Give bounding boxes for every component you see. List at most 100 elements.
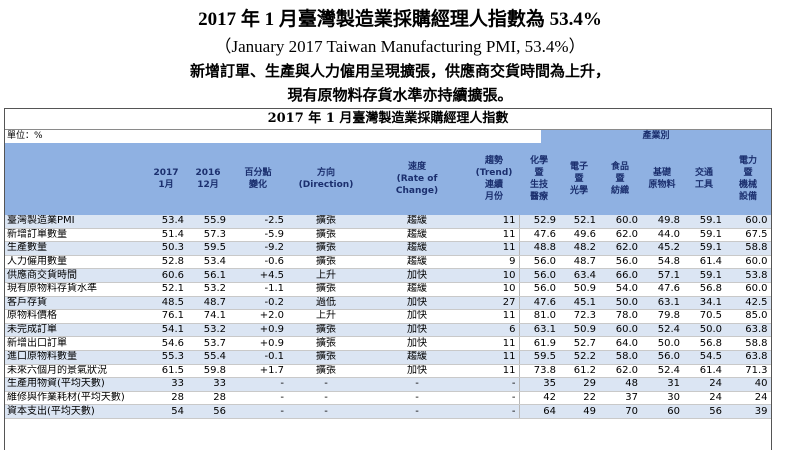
row-label: 未完成訂單 (5, 323, 145, 338)
row-label: 原物料價格 (5, 309, 145, 324)
column-header-line: 基礎 (652, 168, 671, 178)
table-cell: 52.7 (559, 336, 599, 351)
summary-line-2: 現有原物料存貨水準亦持續擴張。 (287, 86, 513, 104)
table-cell: 54.6 (145, 336, 187, 351)
table-cell: 59.1 (683, 228, 725, 243)
table-row: 現有原物料存貨水準 52.1 53.2 -1.1 擴張 趨緩 10 56.0 50.9 54.0 4… (5, 282, 771, 297)
unit-row: 單位：% 產業別 (5, 130, 771, 143)
report-title-english: （January 2017 Taiwan Manufacturing PMI, … (214, 37, 586, 56)
table-cell: 31 (641, 377, 683, 392)
table-row: 生產數量 50.3 59.5 -9.2 擴張 趨緩 11 48.8 48.2 62.0 45.2 59… (5, 241, 771, 256)
table-row: 新增訂單數量 51.4 57.3 -5.9 擴張 趨緩 11 47.6 49.6 62.0 44.0… (5, 228, 771, 243)
table-cell: 6 (469, 323, 520, 338)
table-cell: 62.0 (599, 241, 641, 256)
table-cell: 60.0 (725, 215, 771, 229)
table-row: 進口原物料數量 55.3 55.4 -0.1 擴張 趨緩 11 59.5 52.2 58.0 56.… (5, 350, 771, 365)
table-cell: 47.6 (519, 228, 559, 243)
table-cell: - (365, 391, 469, 406)
table-row: 生產用物資(平均天數) 33 33- - - -35 29 48 31 24 40 (5, 377, 771, 392)
table-cell: 52.9 (519, 215, 559, 229)
table-cell: 加快 (365, 323, 469, 338)
column-header-line: 電力 (738, 156, 757, 166)
table-cell: 63.1 (641, 296, 683, 311)
table-cell: 24 (683, 377, 725, 392)
table-cell: 50.9 (559, 282, 599, 297)
table-cell: 53.2 (187, 282, 229, 297)
table-cell: 52.4 (641, 323, 683, 338)
table-cell: - (469, 404, 520, 419)
table-cell: 48.7 (559, 255, 599, 270)
table-cell: 79.8 (641, 309, 683, 324)
row-label: 資本支出(平均天數) (5, 404, 145, 419)
table-row: 供應商交貨時間 60.6 56.1 +4.5 上升 加快 10 56.0 63.4 66.0 57.… (5, 268, 771, 283)
column-header-line: 2017 (153, 168, 179, 178)
column-header-line: 暨 (743, 168, 753, 178)
table-cell: 56 (187, 404, 229, 419)
table-cell: 55.3 (145, 350, 187, 365)
column-header: 2016 12月 (187, 143, 229, 215)
column-header (5, 143, 145, 215)
table-cell: 47.6 (519, 296, 559, 311)
row-label: 維修與作業耗材(平均天數) (5, 391, 145, 406)
column-header: 化學暨生技 醫療 (519, 143, 559, 215)
table-cell: 59.8 (187, 364, 229, 379)
table-cell: - (365, 377, 469, 392)
table-cell: 71.3 (725, 364, 771, 379)
column-header-line: (Direction) (298, 180, 354, 190)
table-cell: 50.0 (599, 296, 641, 311)
column-header-line: 紡織 (610, 186, 629, 196)
table-cell: 50.3 (145, 241, 187, 256)
column-header-line: 化學 (529, 156, 548, 166)
table-cell: 63.1 (519, 323, 559, 338)
column-header-line: 速度 (407, 162, 426, 172)
table-cell: 擴張 (287, 255, 365, 270)
table-cell: 54.5 (683, 350, 725, 365)
column-header-line: 電子 (569, 162, 588, 172)
table-cell: 48.7 (187, 296, 229, 311)
column-header: 電力暨機械 設備 (725, 143, 771, 215)
table-cell: 33 (187, 377, 229, 392)
pmi-table-frame: 2017 年 1 月臺灣製造業採購經理人指數 單位：% 產業別 2017 1月 20… (4, 108, 772, 450)
table-cell: 61.4 (683, 255, 725, 270)
table-cell: 24 (725, 391, 771, 406)
row-label: 新增出口訂單 (5, 336, 145, 351)
table-cell: 64 (519, 404, 559, 419)
table-cell: 53.8 (725, 268, 771, 283)
table-cell: 47.6 (641, 282, 683, 297)
table-cell: 33 (145, 377, 187, 392)
table-cell: 58.8 (725, 241, 771, 256)
table-cell: 63.8 (725, 323, 771, 338)
table-cell: 49.8 (641, 215, 683, 229)
table-cell: 10 (469, 282, 520, 297)
column-header: 2017 1月 (145, 143, 187, 215)
column-header: 交通 工具 (683, 143, 725, 215)
table-cell: 10 (469, 268, 520, 283)
table-cell: 78.0 (599, 309, 641, 324)
table-cell: 70.5 (683, 309, 725, 324)
column-header-line: (Rate of (396, 174, 438, 184)
table-cell: 49.6 (559, 228, 599, 243)
row-label: 生產用物資(平均天數) (5, 377, 145, 392)
column-header-line: (Trend) (475, 168, 513, 178)
column-header-line: 交通 (694, 168, 713, 178)
table-cell: 加快 (365, 364, 469, 379)
column-header-line: 暨 (534, 168, 544, 178)
table-cell: 55.9 (187, 215, 229, 229)
table-cell: 54.0 (599, 282, 641, 297)
table-cell: 60 (641, 404, 683, 419)
table-cell: 趨緩 (365, 350, 469, 365)
table-cell: 11 (469, 215, 520, 229)
row-label: 人力僱用數量 (5, 255, 145, 270)
table-cell: 85.0 (725, 309, 771, 324)
table-cell: 48.8 (519, 241, 559, 256)
table-cell: 54.1 (145, 323, 187, 338)
table-cell: 28 (145, 391, 187, 406)
table-cell: 59.1 (683, 268, 725, 283)
table-cell: 51.4 (145, 228, 187, 243)
table-cell: 50.0 (683, 323, 725, 338)
table-cell: 28 (187, 391, 229, 406)
table-cell: -0.1 (229, 350, 287, 365)
table-cell: 37 (599, 391, 641, 406)
table-cell: 擴張 (287, 282, 365, 297)
table-row: 人力僱用數量 52.8 53.4 -0.6 擴張 趨緩 9 56.0 48.7 56.0 54.8 6… (5, 255, 771, 270)
